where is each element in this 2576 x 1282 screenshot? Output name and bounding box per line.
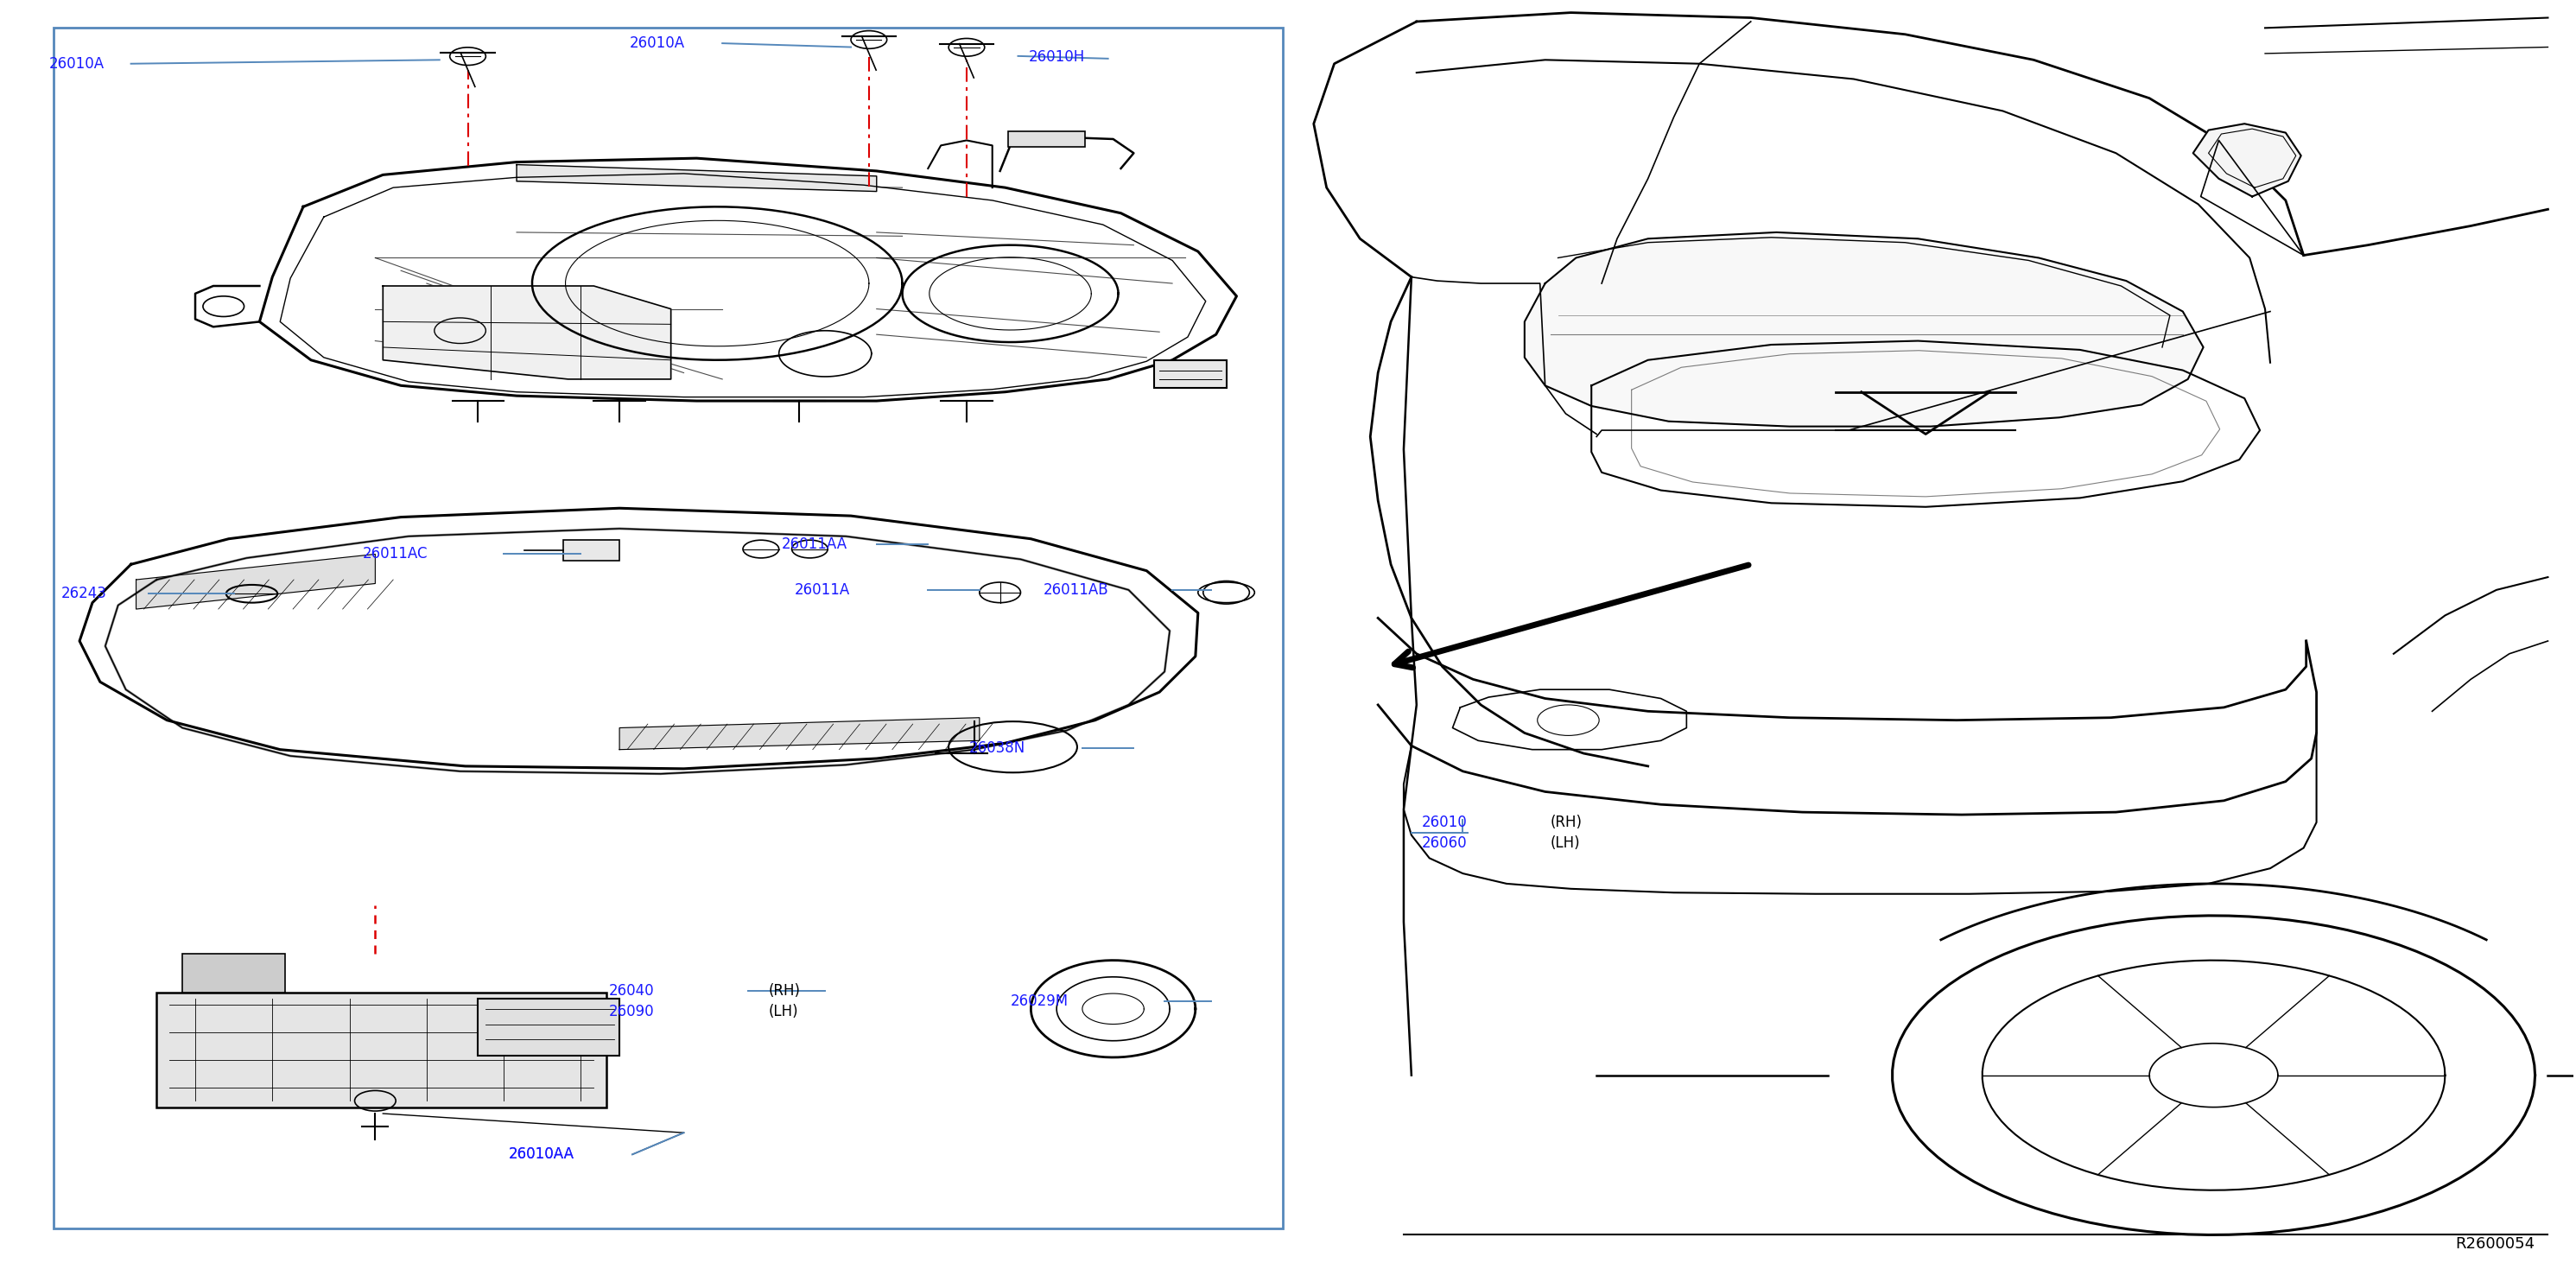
Polygon shape	[618, 718, 979, 750]
Text: 26010A: 26010A	[629, 36, 685, 51]
Text: (LH): (LH)	[768, 1004, 799, 1019]
Text: 26011AA: 26011AA	[781, 536, 848, 551]
Text: 26010: 26010	[1422, 814, 1468, 831]
Text: 26010AA: 26010AA	[510, 1146, 574, 1163]
Text: (RH): (RH)	[768, 983, 801, 999]
Text: 26040: 26040	[608, 983, 654, 999]
Bar	[1154, 360, 1226, 388]
Text: 26010H: 26010H	[1028, 50, 1084, 65]
Text: 26243: 26243	[62, 586, 108, 601]
Text: (RH): (RH)	[1551, 814, 1582, 831]
Polygon shape	[384, 286, 670, 379]
Bar	[564, 540, 618, 560]
Text: 26011A: 26011A	[793, 582, 850, 597]
Bar	[183, 954, 286, 992]
Text: R2600054: R2600054	[2455, 1236, 2535, 1251]
Bar	[157, 992, 605, 1108]
Polygon shape	[2192, 124, 2300, 196]
Text: 26010AA: 26010AA	[510, 1146, 574, 1163]
Text: 26010A: 26010A	[49, 56, 103, 72]
Text: 26038N: 26038N	[969, 741, 1025, 756]
Bar	[1007, 131, 1084, 146]
Text: 26090: 26090	[608, 1004, 654, 1019]
Bar	[479, 999, 618, 1056]
Text: 26011AB: 26011AB	[1043, 582, 1110, 597]
Polygon shape	[518, 164, 876, 191]
Bar	[54, 28, 1283, 1228]
Text: 26011AC: 26011AC	[363, 546, 428, 562]
Polygon shape	[137, 554, 376, 609]
Polygon shape	[1525, 232, 2202, 427]
Text: 26060: 26060	[1422, 835, 1468, 850]
Text: 26029M: 26029M	[1010, 994, 1069, 1009]
Text: (LH): (LH)	[1551, 835, 1579, 850]
